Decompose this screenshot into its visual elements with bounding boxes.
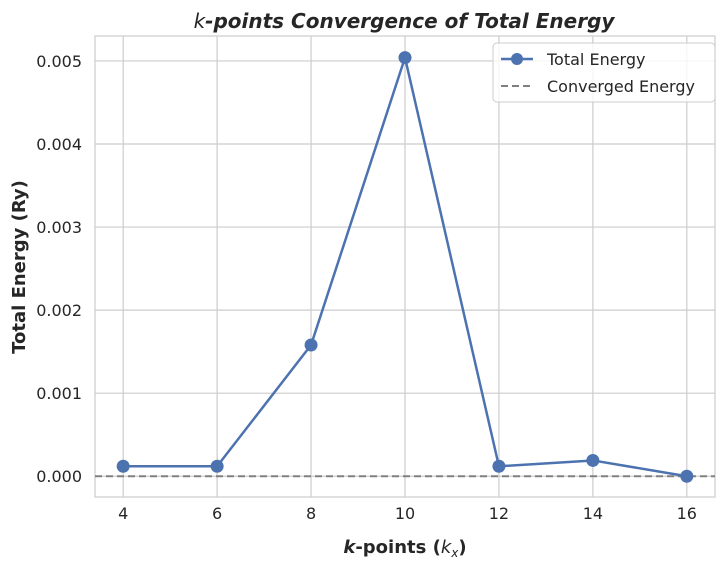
data-point	[116, 459, 130, 473]
x-tick-label: 10	[395, 504, 415, 523]
series	[116, 51, 694, 483]
x-axis-title-mid: -points (	[355, 537, 441, 558]
data-point	[210, 459, 224, 473]
y-tick-label: 0.003	[36, 218, 82, 237]
x-axis-title-k: k	[343, 537, 356, 558]
data-point	[398, 51, 412, 65]
x-tick-label: 12	[489, 504, 509, 523]
y-axis-title: Total Energy (Ry)	[9, 180, 30, 354]
x-axis-ticks: 4 6 8 10 12 14 16	[118, 504, 697, 523]
legend-label-converged-energy: Converged Energy	[547, 77, 695, 96]
chart-title-rest: -points Convergence of Total Energy	[205, 9, 615, 33]
chart-title-k: k	[194, 9, 207, 33]
grid	[95, 36, 715, 497]
x-axis-title: k-points (kx)	[343, 537, 466, 560]
x-axis-title-close: )	[458, 537, 466, 558]
y-tick-label: 0.000	[36, 467, 82, 486]
legend-marker-total-energy	[511, 53, 523, 65]
data-point	[680, 469, 694, 483]
y-axis-ticks: 0.000 0.001 0.002 0.003 0.004 0.005	[36, 52, 82, 486]
axes-frame	[94, 35, 716, 498]
data-point	[492, 459, 506, 473]
legend: Total Energy Converged Energy	[492, 42, 716, 103]
y-tick-label: 0.005	[36, 52, 82, 71]
x-axis-title-sub: x	[450, 546, 459, 560]
y-tick-label: 0.004	[36, 135, 82, 154]
x-tick-label: 8	[306, 504, 316, 523]
y-tick-label: 0.001	[36, 384, 82, 403]
chart-title: k-points Convergence of Total Energy	[194, 9, 616, 33]
x-tick-label: 16	[677, 504, 697, 523]
plot-frame	[94, 35, 716, 498]
y-tick-label: 0.002	[36, 301, 82, 320]
data-point	[304, 338, 318, 352]
legend-label-total-energy: Total Energy	[546, 50, 645, 69]
x-tick-label: 4	[118, 504, 128, 523]
legend-box	[492, 42, 716, 103]
x-axis-title-var: k	[441, 537, 453, 558]
x-tick-label: 14	[583, 504, 603, 523]
x-tick-label: 6	[212, 504, 222, 523]
data-point	[586, 453, 600, 467]
